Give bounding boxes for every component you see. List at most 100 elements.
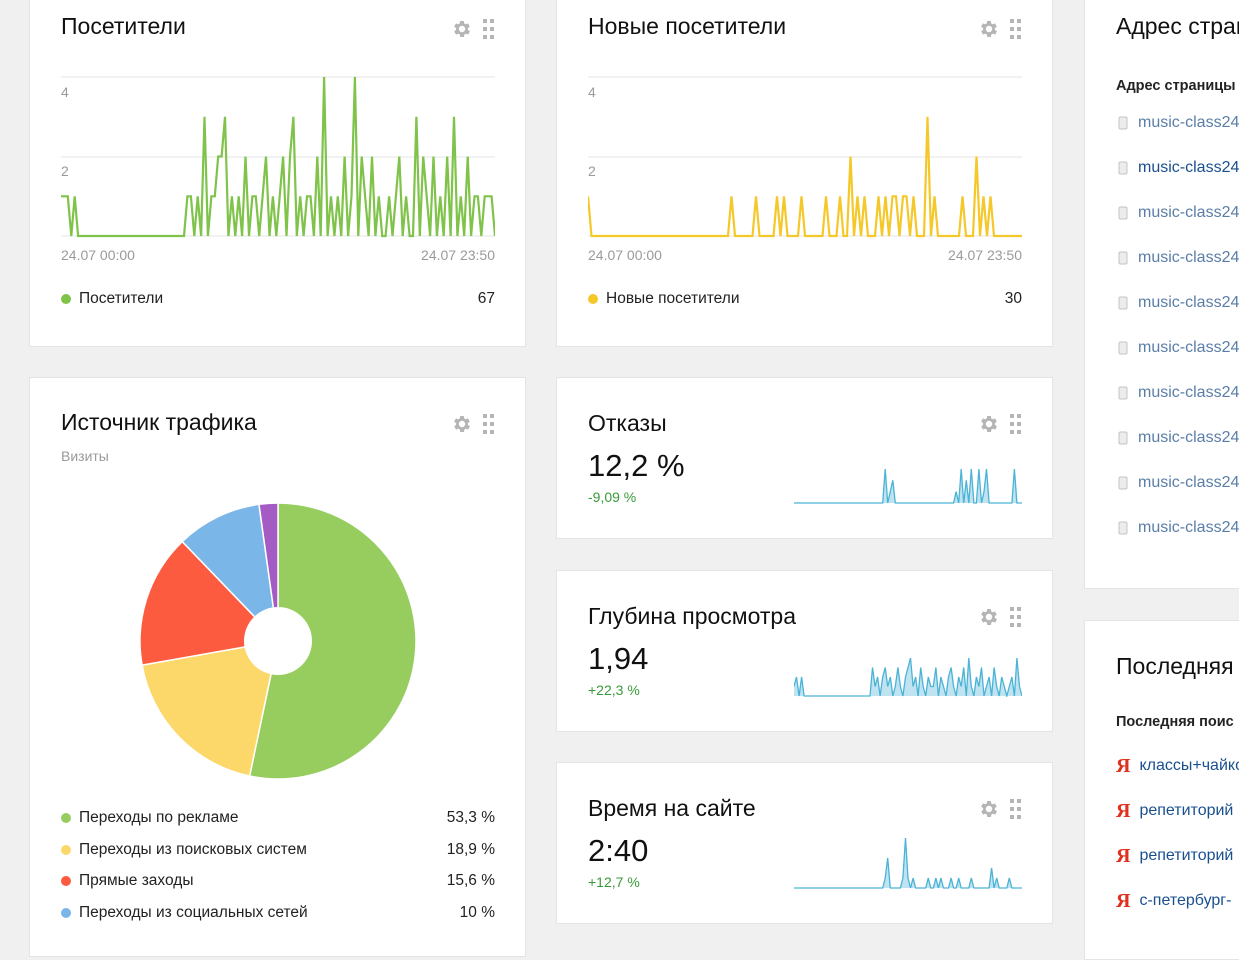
legend-label: Переходы из поисковых систем <box>79 840 307 858</box>
widget-title: Последняя п <box>1116 653 1239 679</box>
metric-value: 1,94 <box>588 641 649 676</box>
page-address-link[interactable]: music-class24 <box>1138 474 1239 491</box>
yandex-icon: Я <box>1116 844 1131 867</box>
new-visitors-line-chart <box>588 76 1022 238</box>
page-favicon-icon <box>1118 476 1128 490</box>
traffic-pie-chart <box>139 502 417 780</box>
visitors-widget: Посетители 4 2 24.07 00:00 24.07 23:50 П… <box>29 0 526 347</box>
drag-handle-icon[interactable] <box>1010 414 1022 434</box>
widget-subtitle: Визиты <box>61 448 109 464</box>
page-address-link[interactable]: music-class24 <box>1138 114 1239 131</box>
time-on-site-sparkline <box>794 837 1022 889</box>
page-address-row[interactable]: music-class24 <box>1116 202 1239 224</box>
widget-title: Глубина просмотра <box>588 603 796 629</box>
page-address-link[interactable]: music-class24 <box>1138 429 1239 446</box>
gear-icon[interactable] <box>978 413 1000 435</box>
page-address-row[interactable]: music-class24 <box>1116 112 1239 134</box>
pie-legend-row[interactable]: Прямые заходы 15,6 % <box>61 871 495 891</box>
yandex-icon: Я <box>1116 889 1131 912</box>
gear-icon[interactable] <box>978 606 1000 628</box>
widget-title: Отказы <box>588 410 667 436</box>
gear-icon[interactable] <box>978 18 1000 40</box>
page-address-link[interactable]: music-class24 <box>1138 339 1239 356</box>
page-address-row[interactable]: music-class24 <box>1116 157 1239 179</box>
page-favicon-icon <box>1118 341 1128 355</box>
search-phrase-link[interactable]: репетиторий <box>1139 847 1234 864</box>
page-address-link[interactable]: music-class24 <box>1138 519 1239 536</box>
page-favicon-icon <box>1118 251 1128 265</box>
pie-legend-row[interactable]: Переходы из поисковых систем 18,9 % <box>61 840 495 860</box>
sparkline-line <box>794 468 1022 504</box>
page-address-row[interactable]: music-class24 <box>1116 517 1239 539</box>
pie-slice[interactable] <box>181 503 280 644</box>
page-address-row[interactable]: music-class24 <box>1116 427 1239 449</box>
y-tick-4: 4 <box>61 84 69 100</box>
bounces-widget: Отказы 12,2 % -9,09 % <box>556 377 1053 539</box>
metric-delta: +22,3 % <box>588 682 640 698</box>
yandex-icon: Я <box>1116 754 1131 777</box>
page-favicon-icon <box>1118 116 1128 130</box>
gear-icon[interactable] <box>978 798 1000 820</box>
legend-value: 53,3 % <box>446 809 495 826</box>
page-address-row[interactable]: music-class24 <box>1116 382 1239 404</box>
page-address-link[interactable]: music-class24 <box>1138 384 1239 401</box>
metric-value: 2:40 <box>588 833 649 868</box>
page-favicon-icon <box>1118 386 1128 400</box>
pie-slice[interactable] <box>258 502 279 642</box>
pie-slice[interactable] <box>248 502 417 780</box>
column-header: Последняя поис <box>1116 714 1234 730</box>
y-tick-2: 2 <box>588 163 596 179</box>
visitors-series-line <box>61 76 495 238</box>
page-address-link[interactable]: music-class24 <box>1138 204 1239 221</box>
column-header: Адрес страницы <box>1116 78 1236 94</box>
page-address-row[interactable]: music-class24 <box>1116 337 1239 359</box>
page-address-link[interactable]: music-class24 <box>1138 249 1239 266</box>
drag-handle-icon[interactable] <box>483 414 495 434</box>
legend-label: Переходы по рекламе <box>79 809 239 826</box>
pie-legend-row[interactable]: Переходы из социальных сетей 10 % <box>61 903 495 923</box>
page-address-widget: Адрес стран Адрес страницы music-class24… <box>1084 0 1239 589</box>
page-address-row[interactable]: music-class24 <box>1116 472 1239 494</box>
y-tick-2: 2 <box>61 163 69 179</box>
gear-icon[interactable] <box>451 413 473 435</box>
gear-icon[interactable] <box>451 18 473 40</box>
widget-title: Посетители <box>61 13 186 39</box>
search-phrase-link[interactable]: с-петербург- <box>1139 892 1232 909</box>
drag-handle-icon[interactable] <box>483 19 495 39</box>
page-address-row[interactable]: music-class24 <box>1116 292 1239 314</box>
drag-handle-icon[interactable] <box>1010 19 1022 39</box>
pie-slice[interactable] <box>139 540 280 667</box>
page-address-link[interactable]: music-class24 <box>1138 159 1239 176</box>
legend-label: Прямые заходы <box>79 872 194 889</box>
legend-row: Новые посетители 30 <box>588 289 1022 309</box>
legend-value: 18,9 % <box>446 840 495 858</box>
legend-label: Новые посетители <box>606 290 740 307</box>
time-on-site-widget: Время на сайте 2:40 +12,7 % <box>556 762 1053 924</box>
page-address-row[interactable]: music-class24 <box>1116 247 1239 269</box>
legend-label: Переходы из социальных сетей <box>79 903 308 921</box>
new-visitors-widget: Новые посетители 4 2 24.07 00:00 24.07 2… <box>556 0 1053 347</box>
pie-center-hole <box>244 607 312 675</box>
search-phrase-link[interactable]: классы+чайко <box>1139 757 1239 774</box>
search-phrase-link[interactable]: репетиторий <box>1139 802 1234 819</box>
drag-handle-icon[interactable] <box>1010 607 1022 627</box>
drag-handle-icon[interactable] <box>1010 799 1022 819</box>
page-favicon-icon <box>1118 206 1128 220</box>
pie-legend-row[interactable]: Переходы по рекламе 53,3 % <box>61 808 495 828</box>
x-start-label: 24.07 00:00 <box>61 247 135 263</box>
depth-widget: Глубина просмотра 1,94 +22,3 % <box>556 570 1053 732</box>
metric-delta: -9,09 % <box>588 489 637 505</box>
widget-title: Новые посетители <box>588 13 787 39</box>
legend-dot <box>61 844 71 855</box>
legend-dot <box>61 876 71 886</box>
page-address-link[interactable]: music-class24 <box>1138 294 1239 311</box>
new-visitors-series-line <box>588 116 1022 238</box>
metric-delta: +12,7 % <box>588 874 640 890</box>
visitors-line-chart <box>61 76 495 238</box>
pie-slice[interactable] <box>141 640 279 777</box>
